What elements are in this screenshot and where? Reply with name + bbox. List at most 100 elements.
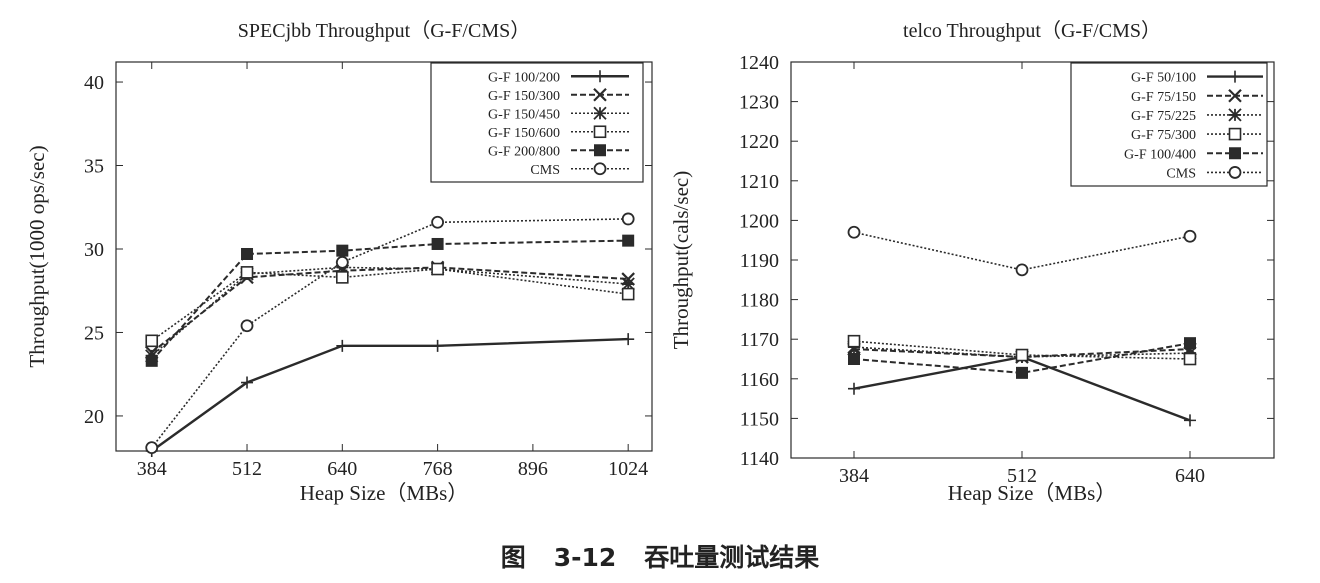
legend-swatch-marker (1228, 88, 1242, 103)
data-point (1015, 263, 1029, 277)
figure-caption: 图 3-12 吞吐量测试结果 (0, 538, 1320, 574)
y-tick-label: 1150 (740, 408, 779, 430)
data-point (145, 354, 158, 367)
chart-specjbb: SPECjbb Throughput（G-F/CMS） 384 512 640 768 8… (25, 19, 653, 505)
legend-label: G-F 100/400 (1124, 147, 1196, 162)
x-tick-label: 384 (137, 458, 167, 480)
y-tick-label: 35 (84, 156, 104, 178)
legend-box (1070, 62, 1268, 187)
data-point (335, 255, 349, 269)
legend-label: G-F 50/100 (1131, 71, 1196, 86)
legend-label: CMS (1166, 166, 1196, 181)
series-g-f-100-200 (145, 333, 635, 457)
legend-swatch-marker (1229, 147, 1241, 160)
legend-swatch-marker (594, 70, 606, 83)
y-tick-label: 1220 (739, 131, 779, 153)
legend-swatch-marker (593, 162, 607, 176)
y-axis-label: Throughput(cals/sec) (669, 171, 693, 349)
data-point (241, 247, 254, 260)
data-point (621, 212, 635, 226)
legend-label: G-F 100/200 (488, 70, 560, 85)
series-line (853, 342, 1191, 374)
legend-swatch-marker (594, 144, 606, 157)
data-point (1183, 229, 1197, 243)
data-point (1016, 366, 1028, 379)
legend: G-F 100/200 G-F 150/300 G-F 150/450 G-F 150… (430, 62, 644, 183)
y-tick-label: 1170 (740, 329, 779, 351)
series-line (151, 218, 629, 449)
chart-title: telco Throughput（G-F/CMS） (903, 19, 1161, 42)
data-point (145, 441, 159, 455)
series-g-f-150-600 (145, 262, 635, 348)
data-point (336, 271, 349, 284)
chart-telco: telco Throughput（G-F/CMS） 384 512 640 1140 11… (669, 19, 1275, 505)
data-point (622, 234, 635, 247)
y-tick-label: 30 (84, 239, 104, 261)
figure-canvas: SPECjbb Throughput（G-F/CMS） 384 512 640 768 8… (25, 19, 1275, 505)
series-cms (847, 225, 1197, 277)
legend-swatch-marker (593, 106, 607, 120)
y-tick-label: 1230 (739, 92, 779, 114)
data-point (1184, 414, 1196, 427)
data-point (847, 334, 861, 348)
legend-label: G-F 150/300 (488, 89, 560, 104)
legend-swatch-marker (593, 87, 607, 102)
y-tick-label: 1210 (739, 171, 779, 193)
data-point (848, 353, 860, 365)
data-point (240, 319, 254, 333)
y-tick-label: 1140 (740, 448, 779, 470)
legend-label: G-F 75/300 (1131, 128, 1196, 143)
data-point (431, 215, 445, 229)
y-tick-label: 25 (84, 322, 104, 344)
data-point (431, 339, 444, 352)
legend: G-F 50/100 G-F 75/150 G-F 75/225 G-F 75/300… (1070, 62, 1268, 187)
legend-label: CMS (530, 163, 560, 178)
series-g-f-150-300 (144, 260, 635, 360)
x-tick-label: 640 (327, 458, 357, 480)
series-line (853, 348, 1191, 359)
legend-label: G-F 150/600 (488, 126, 560, 141)
data-point (1183, 352, 1197, 366)
data-point (240, 266, 254, 279)
caption-figure-text: 吞吐量测试结果 (644, 543, 820, 572)
legend-swatch-marker (1229, 70, 1241, 83)
data-point (847, 225, 861, 239)
caption-figure-number: 3-12 (553, 543, 617, 572)
data-point (1015, 348, 1029, 362)
series-g-f-200-800 (145, 234, 635, 367)
y-axis-label: Throughput(1000 ops/sec) (25, 145, 49, 367)
x-axis-label: Heap Size（MBs） (948, 481, 1117, 505)
legend-label: G-F 75/150 (1131, 90, 1196, 105)
data-point (848, 382, 860, 395)
series-g-f-100-400 (848, 337, 1196, 379)
legend-box (430, 62, 644, 183)
data-point (145, 334, 159, 348)
legend-swatch-marker (593, 125, 607, 139)
legend-label: G-F 75/225 (1131, 109, 1196, 124)
x-tick-label: 896 (518, 458, 548, 480)
x-tick-label: 384 (839, 465, 869, 487)
y-tick-label: 1160 (740, 369, 779, 391)
y-tick-label: 1180 (740, 290, 779, 312)
data-point (621, 287, 635, 301)
legend-label: G-F 150/450 (488, 107, 560, 122)
legend-swatch-marker (1228, 127, 1242, 141)
x-tick-label: 1024 (608, 458, 648, 480)
legend-swatch-marker (1228, 108, 1242, 122)
data-point (1184, 337, 1196, 350)
x-tick-label: 512 (1007, 465, 1037, 487)
caption-figure-label: 图 (500, 543, 526, 572)
data-point (336, 244, 349, 257)
series-cms (145, 212, 635, 455)
data-point (431, 262, 444, 276)
data-point (336, 339, 349, 352)
x-tick-label: 640 (1175, 465, 1205, 487)
data-point (622, 333, 635, 346)
legend-swatch-marker (1228, 166, 1242, 179)
data-point (241, 376, 254, 389)
series-g-f-75-300 (847, 334, 1197, 366)
series-line (151, 266, 629, 354)
x-tick-label: 768 (423, 458, 453, 480)
y-tick-label: 1190 (740, 250, 779, 272)
x-tick-label: 512 (232, 458, 262, 480)
